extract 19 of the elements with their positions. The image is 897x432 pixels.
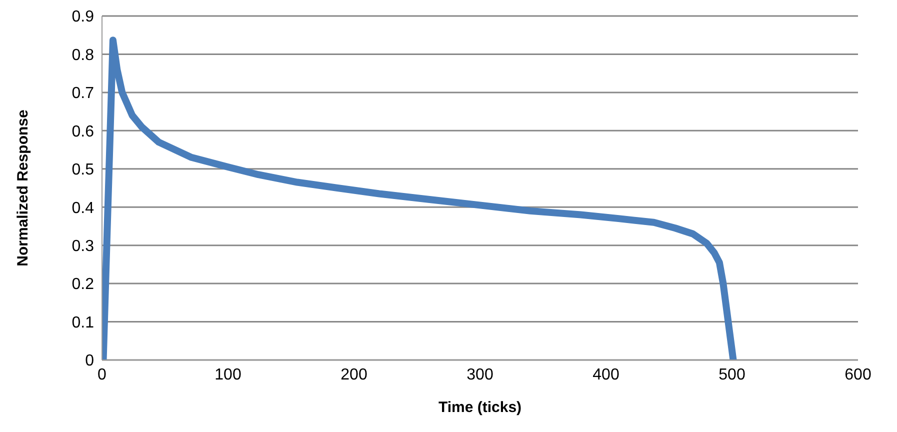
x-tick-label: 200	[340, 366, 368, 384]
y-tick-label: 0.5	[72, 162, 94, 179]
x-tick-label: 300	[466, 366, 494, 384]
x-tick-label: 100	[214, 366, 242, 384]
y-tick-label: 0.9	[72, 8, 94, 26]
y-tick-label: 0.3	[72, 238, 94, 256]
y-tick-label: 0.1	[72, 314, 94, 332]
y-tick-label: 0.7	[72, 85, 94, 102]
y-axis-title: Normalized Response	[14, 110, 32, 266]
y-tick-label: 0.2	[72, 276, 94, 294]
x-axis-title: Time (ticks)	[438, 399, 522, 416]
x-tick-label: 500	[718, 366, 746, 384]
x-tick-label: 400	[592, 366, 620, 384]
y-tick-label: 0.4	[72, 200, 94, 217]
x-tick-label: 0	[98, 366, 107, 384]
y-tick-label: 0	[85, 352, 94, 370]
y-tick-label: 0.8	[72, 46, 94, 64]
y-tick-label: 0.6	[72, 123, 94, 140]
x-tick-label: 600	[844, 366, 872, 384]
